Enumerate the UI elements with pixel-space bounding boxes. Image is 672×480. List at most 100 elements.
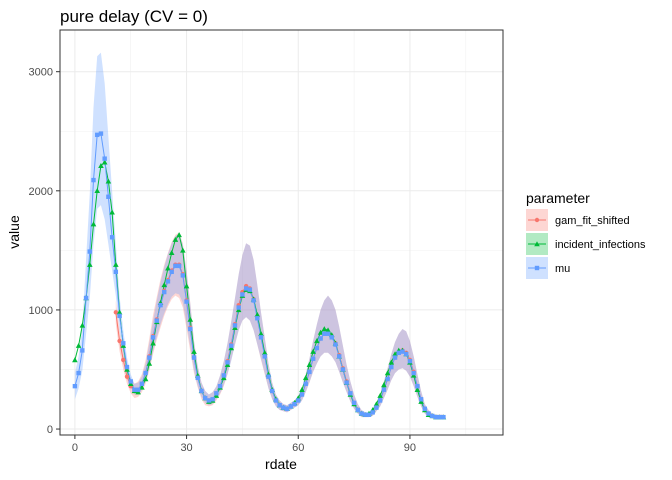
- point-incident_infections: [321, 326, 328, 332]
- point-incident_infections: [161, 282, 168, 288]
- point-mu: [288, 404, 294, 409]
- legend-label-gam_fit_shifted: gam_fit_shifted: [555, 215, 630, 227]
- point-mu: [139, 381, 145, 386]
- point-incident_infections: [258, 330, 264, 336]
- point-mu: [91, 177, 96, 183]
- point-mu: [284, 406, 290, 411]
- point-incident_infections: [414, 386, 421, 392]
- point-mu: [243, 286, 249, 291]
- legend-label-incident_infections: incident_infections: [555, 239, 646, 251]
- point-mu: [191, 355, 197, 360]
- point-mu: [76, 370, 81, 376]
- x-tick-label: 90: [404, 442, 416, 454]
- point-incident_infections: [254, 311, 261, 317]
- point-mu: [102, 156, 107, 161]
- point-incident_infections: [261, 350, 268, 356]
- point-mu: [154, 318, 159, 323]
- point-mu: [318, 336, 323, 341]
- point-incident_infections: [299, 386, 305, 392]
- point-mu: [247, 287, 253, 292]
- ribbon-mu: [74, 52, 444, 420]
- point-mu: [214, 391, 219, 396]
- point-mu: [418, 397, 424, 402]
- point-mu: [355, 407, 361, 413]
- point-incident_infections: [139, 384, 145, 390]
- point-mu: [87, 249, 92, 254]
- point-incident_infections: [377, 392, 383, 398]
- point-incident_infections: [317, 329, 324, 335]
- point-mu: [404, 351, 409, 357]
- point-incident_infections: [116, 309, 123, 315]
- point-mu: [296, 398, 301, 403]
- point-incident_infections: [180, 247, 186, 253]
- point-incident_infections: [101, 159, 108, 165]
- point-mu: [202, 395, 208, 401]
- point-mu: [262, 354, 267, 359]
- point-incident_infections: [75, 342, 82, 348]
- point-mu: [411, 370, 416, 376]
- point-incident_infections: [191, 348, 197, 354]
- legend-key-marker: [534, 241, 540, 247]
- point-mu: [232, 323, 238, 328]
- y-axis-ticks: 0 1000 2000 3000: [29, 67, 60, 436]
- point-incident_infections: [388, 359, 395, 365]
- point-mu: [221, 373, 226, 378]
- point-mu: [229, 343, 234, 348]
- point-mu: [255, 316, 260, 321]
- point-mu: [236, 305, 241, 310]
- point-mu: [117, 313, 122, 319]
- point-mu: [135, 387, 141, 392]
- point-mu: [266, 374, 271, 379]
- point-incident_infections: [325, 327, 331, 333]
- point-mu: [199, 388, 204, 394]
- point-incident_infections: [165, 265, 171, 271]
- point-mu: [210, 397, 215, 402]
- point-incident_infections: [146, 360, 153, 366]
- point-mu: [240, 292, 245, 297]
- point-mu: [441, 414, 446, 420]
- point-mu: [385, 376, 390, 382]
- panel-border: [59, 29, 504, 436]
- point-mu: [180, 273, 186, 278]
- point-mu: [132, 387, 137, 392]
- point-mu: [225, 360, 230, 365]
- point-mu: [217, 383, 223, 389]
- point-mu: [273, 398, 279, 403]
- legend-label-mu: mu: [555, 263, 570, 275]
- point-mu: [422, 406, 428, 411]
- point-mu: [292, 401, 297, 407]
- point-incident_infections: [172, 236, 179, 242]
- x-tick-label: 60: [292, 442, 304, 454]
- point-mu: [150, 335, 156, 340]
- legend-key-marker: [534, 265, 540, 271]
- point-incident_infections: [86, 261, 93, 267]
- point-mu: [415, 383, 420, 389]
- point-mu: [98, 131, 104, 136]
- point-mu: [370, 410, 375, 415]
- point-mu: [396, 350, 401, 356]
- point-mu: [337, 354, 342, 359]
- point-incident_infections: [113, 261, 119, 267]
- x-tick-label: 30: [180, 442, 192, 454]
- point-mu: [363, 412, 368, 417]
- point-mu: [351, 400, 357, 406]
- point-incident_infections: [98, 162, 104, 169]
- point-mu: [377, 398, 383, 403]
- point-incident_infections: [314, 338, 320, 344]
- legend-title: parameter: [526, 190, 590, 206]
- point-incident_infections: [168, 249, 175, 255]
- point-mu: [303, 381, 308, 386]
- point-mu: [400, 349, 405, 354]
- y-axis-title: value: [6, 215, 22, 249]
- point-mu: [165, 279, 171, 284]
- point-mu: [83, 295, 89, 301]
- point-incident_infections: [105, 178, 112, 184]
- point-mu: [173, 263, 178, 269]
- point-mu: [121, 341, 126, 346]
- point-incident_infections: [94, 188, 101, 194]
- point-mu: [325, 331, 331, 336]
- point-mu: [426, 411, 431, 416]
- point-mu: [128, 379, 133, 384]
- point-mu: [206, 398, 212, 403]
